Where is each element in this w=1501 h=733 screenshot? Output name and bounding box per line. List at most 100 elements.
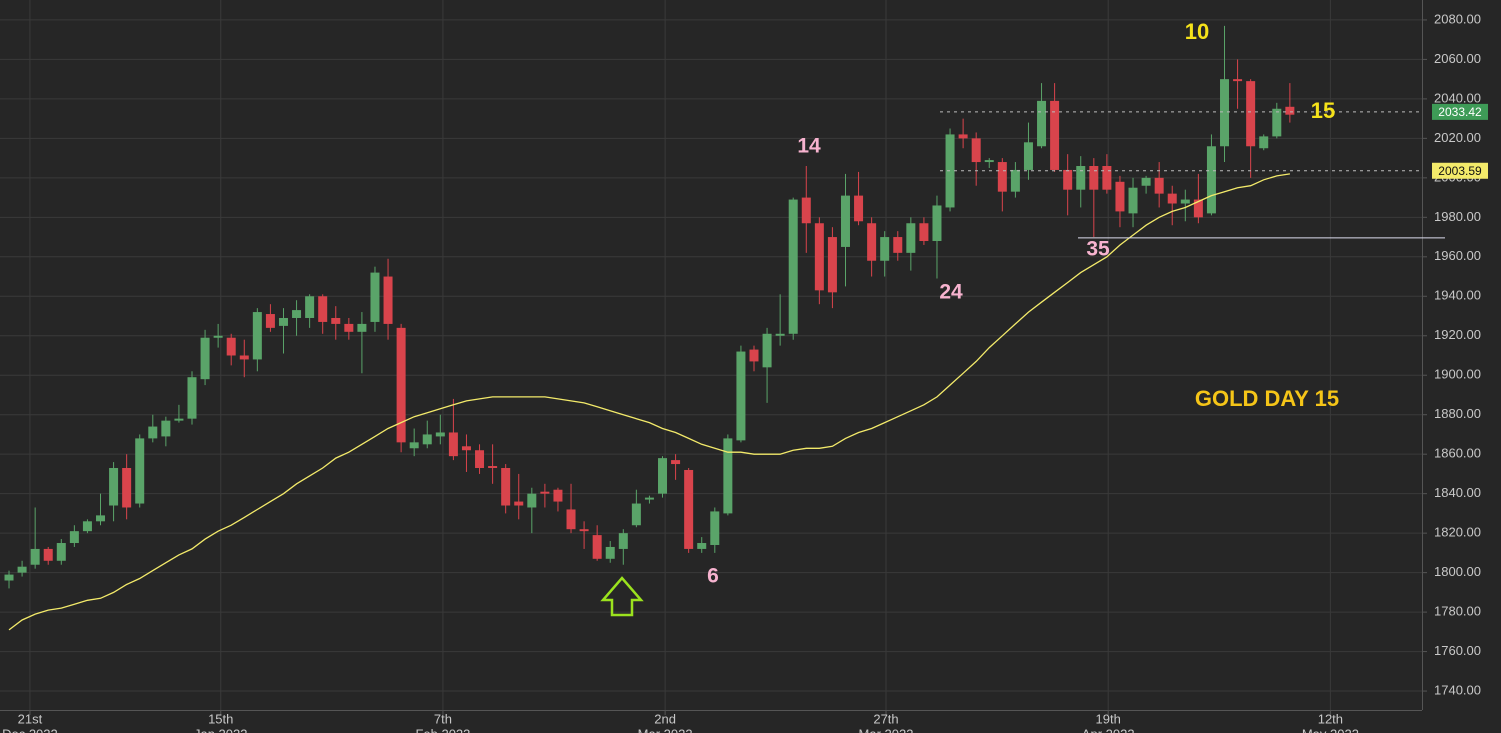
y-tick-label: 2040.00 [1434, 90, 1481, 105]
candle-body [984, 160, 994, 163]
candle-body [82, 521, 92, 532]
candle-body [1180, 199, 1190, 204]
candle-body [1063, 169, 1073, 190]
annotation: 35 [1086, 238, 1110, 261]
candle-body [618, 533, 628, 549]
annotation: 24 [939, 281, 963, 304]
y-tick-label: 1940.00 [1434, 288, 1481, 303]
x-tick-label: 7th [434, 711, 452, 726]
candle-body [475, 450, 485, 469]
candle-body [1272, 108, 1282, 137]
x-tick-label: 2nd [654, 711, 676, 726]
candle-body [775, 333, 785, 336]
x-tick-label: 27th [873, 711, 898, 726]
y-tick-label: 1740.00 [1434, 682, 1481, 697]
x-tick-sublabel: Feb 2023 [415, 726, 470, 733]
candle-body [501, 468, 511, 506]
moving-average [8, 173, 1290, 631]
x-tick-sublabel: Apr 2023 [1082, 726, 1135, 733]
y-tick-label: 1780.00 [1434, 604, 1481, 619]
candle-body [749, 349, 759, 362]
candle-body [814, 223, 824, 291]
candle-body [396, 327, 406, 443]
candle-body [566, 509, 576, 530]
candle-body [318, 296, 328, 322]
candle-body [292, 310, 302, 318]
candle-body [1023, 142, 1033, 170]
y-tick-label: 1820.00 [1434, 525, 1481, 540]
candle-body [187, 377, 197, 419]
y-tick-label: 1960.00 [1434, 248, 1481, 263]
candle-body [932, 205, 942, 242]
candle-body [435, 432, 445, 437]
candle-body [762, 333, 772, 368]
candle-body [801, 197, 811, 224]
candle-body [1220, 79, 1230, 147]
candle-body [226, 337, 236, 356]
price-label: 2003.59 [1438, 164, 1482, 178]
candle-body [109, 468, 119, 506]
candle-body [174, 418, 184, 421]
candle-body [1285, 106, 1295, 115]
candle-body [514, 501, 524, 506]
price-label-box [1432, 103, 1488, 120]
candle-body [357, 323, 367, 332]
x-tick-sublabel: Mar 2023 [859, 726, 914, 733]
candle-body [1154, 177, 1164, 194]
x-tick-label: 21st [18, 711, 43, 726]
candle-body [827, 237, 837, 293]
x-tick-label: 15th [208, 711, 233, 726]
annotation: 10 [1185, 19, 1209, 44]
annotation: 6 [707, 565, 719, 588]
candle-body [840, 195, 850, 247]
candle-body [1141, 177, 1151, 186]
candle-body [331, 317, 341, 324]
candle-body [30, 548, 40, 565]
candle-body [1246, 81, 1256, 147]
candle-body [658, 458, 668, 494]
x-tick-label: 19th [1096, 711, 1121, 726]
candle-body [278, 317, 288, 326]
candle-body [43, 548, 53, 561]
candle-body [788, 199, 798, 334]
candle-body [1102, 166, 1112, 190]
candle-body [4, 574, 14, 581]
candle-body [958, 134, 968, 139]
candle-body [344, 323, 354, 332]
candle-body [69, 531, 79, 544]
candle-body [17, 566, 27, 573]
candle-body [867, 223, 877, 261]
up-arrow [600, 576, 644, 617]
candle-body [1167, 193, 1177, 204]
x-tick-sublabel: Jan 2023 [194, 726, 248, 733]
price-label: 2033.42 [1438, 105, 1482, 119]
annotation: 14 [797, 135, 821, 158]
candle-body [1050, 100, 1060, 170]
y-tick-label: 2080.00 [1434, 11, 1481, 26]
candle-body [135, 438, 145, 504]
annotation: GOLD DAY 15 [1195, 386, 1339, 411]
candle-body [1089, 166, 1099, 190]
candle-body [1259, 136, 1269, 149]
candle-body [1128, 187, 1138, 214]
price-label-box [1432, 162, 1488, 179]
annotation: 15 [1311, 98, 1335, 123]
candle-body [461, 446, 471, 451]
candle-body [1037, 100, 1047, 147]
candle-body [684, 469, 694, 549]
candle-body [161, 420, 171, 437]
candle-body [1233, 79, 1243, 82]
candle-body [854, 195, 864, 222]
candle-body [448, 432, 458, 457]
y-tick-label: 1980.00 [1434, 209, 1481, 224]
y-tick-label: 2060.00 [1434, 51, 1481, 66]
candle-body [945, 134, 955, 208]
candle-body [370, 272, 380, 322]
y-tick-label: 1900.00 [1434, 367, 1481, 382]
candle-body [1010, 169, 1020, 192]
y-tick-label: 1920.00 [1434, 327, 1481, 342]
candle-body [1115, 181, 1125, 212]
candle-body [148, 426, 158, 439]
candle-body [1193, 199, 1203, 218]
candle-body [919, 223, 929, 242]
